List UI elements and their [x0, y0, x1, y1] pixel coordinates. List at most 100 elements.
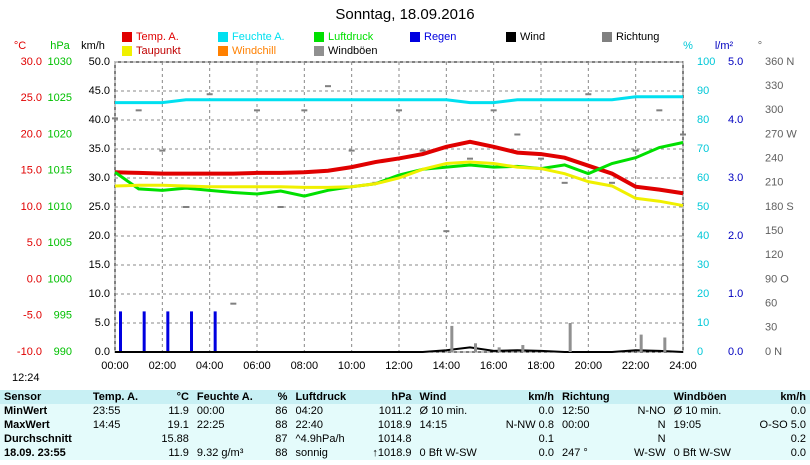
series-dot	[230, 302, 237, 305]
series-dot	[561, 181, 568, 184]
legend-label: Temp. A.	[136, 31, 179, 43]
legend-label: Luftdruck	[328, 31, 374, 43]
series-dot	[656, 109, 663, 112]
y-tick-label: 20	[697, 288, 709, 300]
table-cell	[558, 432, 623, 446]
series-dot	[396, 109, 402, 112]
y-tick-label: 90 O	[765, 273, 789, 285]
axis-unit: %	[683, 40, 693, 52]
legend-label: Windböen	[328, 45, 378, 57]
series-dot	[325, 85, 331, 88]
series-dot	[609, 181, 615, 184]
y-tick-label: 1005	[48, 237, 72, 249]
series-dot	[183, 206, 189, 208]
y-tick-label: 50.0	[89, 56, 110, 68]
y-tick-label: 1010	[48, 201, 72, 213]
x-tick-label: 10:00	[338, 360, 366, 372]
y-tick-label: 60	[697, 172, 709, 184]
x-tick-label: 20:00	[575, 360, 603, 372]
table-cell: Windböen	[669, 390, 747, 404]
table-cell: ↑1018.9	[372, 447, 412, 459]
series-line	[114, 141, 684, 198]
y-tick-label: 330	[765, 80, 783, 92]
series-dot	[490, 109, 497, 112]
axis-unit: km/h	[81, 40, 105, 52]
series-dot	[680, 133, 686, 136]
table-cell: 0 Bft W-SW	[419, 447, 477, 459]
y-tick-label: 20.0	[21, 128, 42, 140]
y-tick-label: 90	[697, 85, 709, 97]
series-bar	[190, 311, 193, 352]
table-cell: 0.0	[538, 447, 554, 459]
table-row: Sensor Temp. A. °C Feuchte A.% Luftdruck hPa W…	[0, 390, 810, 404]
legend-label: Taupunkt	[136, 45, 181, 57]
table-cell: 88	[275, 447, 288, 459]
y-tick-label: 240	[765, 153, 783, 165]
table-cell: Temp. A.	[88, 390, 152, 404]
table-cell: MaxWert	[4, 419, 50, 431]
table-cell: 19:05	[673, 419, 702, 431]
series-dot	[514, 133, 521, 136]
series-dot	[419, 149, 426, 152]
legend-swatch	[602, 32, 612, 42]
x-tick-label: 00:00	[101, 360, 129, 372]
table-cell: ^4.9hPa/h	[295, 433, 345, 445]
legend-label: Feuchte A.	[232, 31, 285, 43]
table-cell: km/h	[492, 390, 558, 404]
legend-swatch	[506, 32, 516, 42]
y-tick-label: 35.0	[89, 143, 110, 155]
table-cell: %	[267, 390, 292, 404]
legend-label: Regen	[424, 31, 456, 43]
y-tick-label: 990	[54, 346, 72, 358]
series-dot	[206, 93, 213, 96]
series-dot	[112, 117, 118, 120]
y-tick-label: 15.0	[89, 259, 110, 271]
table-cell: 11.9	[168, 447, 189, 459]
series-bar	[663, 337, 667, 352]
table-row: 18.09. 23:55 11.9 9.32 g/m³ 88 sonnig ↑1018.9…	[0, 446, 810, 460]
table-cell: 22:25	[196, 419, 225, 431]
y-tick-label: 30.0	[89, 172, 110, 184]
series-dot	[135, 109, 142, 112]
table-cell: 00:00	[561, 419, 590, 431]
series-dot	[254, 109, 260, 112]
table-cell: 22:40	[295, 419, 323, 431]
stats-table: Sensor Temp. A. °C Feuchte A.% Luftdruck hPa W…	[0, 390, 810, 460]
table-cell: hPa	[360, 390, 416, 404]
y-tick-label: 0.0	[27, 273, 42, 285]
y-tick-label: 0 N	[765, 346, 782, 358]
y-tick-label: 1.0	[728, 288, 743, 300]
time-label: 12:24	[12, 372, 40, 384]
table-cell: 00:00	[196, 405, 225, 417]
y-tick-label: 80	[697, 114, 709, 126]
y-tick-label: 120	[765, 249, 783, 261]
table-cell: sonnig	[295, 447, 328, 459]
table-cell	[89, 432, 151, 446]
table-cell: Ø 10 min.	[419, 405, 468, 417]
legend-label: Wind	[520, 31, 545, 43]
y-tick-label: 25.0	[89, 201, 110, 213]
table-cell: 23:55	[92, 405, 121, 417]
table-cell: MinWert	[4, 405, 48, 417]
series-bar	[521, 345, 525, 352]
y-tick-label: 5.0	[27, 237, 42, 249]
y-tick-label: 100	[697, 56, 715, 68]
table-cell: N-NW 0.8	[505, 419, 554, 431]
table-cell: N	[657, 433, 666, 445]
legend-swatch	[410, 32, 420, 42]
y-tick-label: 995	[54, 310, 72, 322]
table-cell: Sensor	[0, 390, 89, 404]
table-cell	[416, 432, 492, 446]
legend-swatch	[314, 32, 324, 42]
y-tick-label: 0.0	[728, 346, 743, 358]
y-tick-label: 1000	[48, 273, 72, 285]
x-tick-label: 12:00	[385, 360, 413, 372]
table-cell: Durchschnitt	[4, 433, 72, 445]
y-tick-label: 50	[697, 201, 709, 213]
y-tick-label: 1015	[48, 165, 72, 177]
y-tick-label: -5.0	[23, 310, 42, 322]
table-cell: Ø 10 min.	[673, 405, 722, 417]
x-tick-label: 06:00	[243, 360, 271, 372]
table-cell: 88	[275, 419, 288, 431]
